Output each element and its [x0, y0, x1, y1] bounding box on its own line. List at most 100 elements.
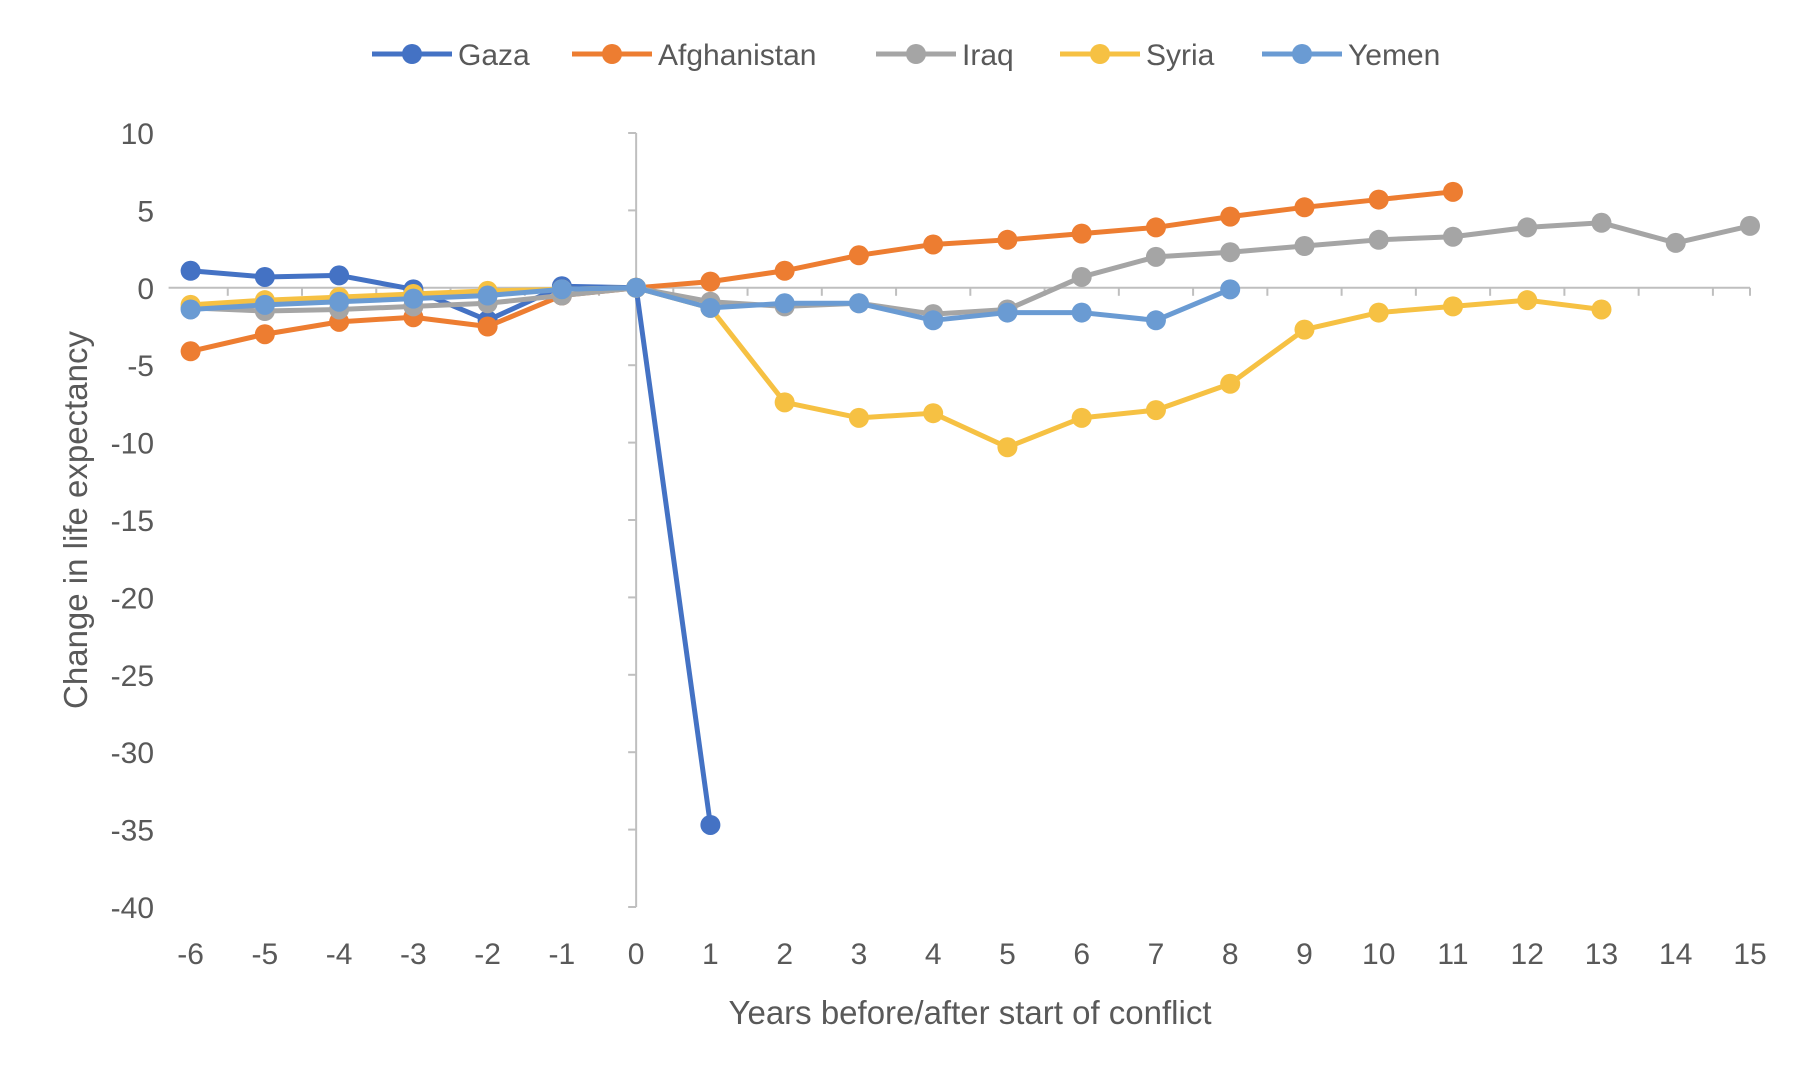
data-point [626, 277, 647, 298]
data-point [180, 299, 201, 320]
data-point [1071, 266, 1092, 287]
data-point [774, 260, 795, 281]
y-tick-label: 0 [137, 273, 154, 306]
legend-label: Iraq [962, 39, 1014, 72]
data-point [1071, 302, 1092, 323]
data-point [1517, 290, 1538, 311]
legend-label: Afghanistan [658, 39, 816, 72]
y-tick-label: -35 [111, 815, 154, 848]
data-point [774, 293, 795, 314]
legend-label: Syria [1146, 39, 1215, 72]
legend-label: Gaza [458, 39, 530, 72]
data-point [1442, 181, 1463, 202]
series-afghanistan [180, 181, 1463, 362]
x-tick-label: -2 [474, 938, 501, 971]
legend-swatch-marker [1292, 44, 1312, 64]
legend-item-syria: Syria [1060, 39, 1215, 72]
data-point [848, 245, 869, 266]
x-tick-label: 6 [1073, 938, 1090, 971]
data-point [1442, 226, 1463, 247]
series-line [190, 220, 1751, 317]
y-tick-label: 10 [121, 118, 154, 151]
x-tick-label: 1 [702, 938, 719, 971]
legend-item-afghanistan: Afghanistan [572, 39, 816, 72]
data-point [1294, 236, 1315, 257]
data-point [1071, 407, 1092, 428]
legend-swatch-marker [402, 44, 422, 64]
data-point [1368, 229, 1389, 250]
legend-swatch-marker [1090, 44, 1110, 64]
x-tick-label: 0 [628, 938, 645, 971]
x-tick-label: 7 [1148, 938, 1165, 971]
y-tick-label: 5 [137, 195, 154, 228]
x-tick-label: 10 [1362, 938, 1395, 971]
x-tick-label: 3 [851, 938, 868, 971]
series-line [190, 189, 1454, 354]
data-point [403, 288, 424, 309]
y-tick-label: -25 [111, 660, 154, 693]
data-point [1368, 189, 1389, 210]
y-tick-label: -5 [127, 350, 154, 383]
data-point [1220, 373, 1241, 394]
legend: Gaza Afghanistan Iraq Syria Yemen [372, 39, 1440, 72]
x-tick-label: 4 [925, 938, 942, 971]
y-tick-label: -20 [111, 582, 154, 615]
data-point [1220, 206, 1241, 227]
series-group [180, 181, 1760, 835]
y-tick-label: -40 [111, 892, 154, 925]
data-point [774, 392, 795, 413]
x-tick-label: 15 [1733, 938, 1766, 971]
y-axis-title: Change in life expectancy [57, 331, 94, 709]
data-point [254, 266, 275, 287]
x-tick-label: -3 [400, 938, 427, 971]
data-point [997, 437, 1018, 458]
data-point [700, 814, 721, 835]
x-tick-label: -1 [549, 938, 576, 971]
series-line [190, 268, 713, 826]
data-point [1145, 246, 1166, 267]
data-point [848, 407, 869, 428]
series-line [190, 285, 1602, 450]
data-point [923, 234, 944, 255]
y-tick-label: -15 [111, 505, 154, 538]
data-point [551, 279, 572, 300]
data-point [923, 403, 944, 424]
data-point [1517, 217, 1538, 238]
x-tick-label: 12 [1511, 938, 1544, 971]
x-tick-label: 14 [1659, 938, 1692, 971]
data-point [1145, 400, 1166, 421]
data-point [700, 271, 721, 292]
legend-item-gaza: Gaza [372, 39, 530, 72]
data-point [329, 291, 350, 312]
x-tick-label: -6 [177, 938, 204, 971]
x-tick-label: 8 [1222, 938, 1239, 971]
x-tick-label: 13 [1585, 938, 1618, 971]
series-yemen [180, 277, 1241, 331]
y-tick-label: -30 [111, 737, 154, 770]
data-point [1740, 215, 1760, 236]
data-point [329, 265, 350, 286]
legend-item-iraq: Iraq [876, 39, 1014, 72]
series-gaza [180, 260, 721, 835]
x-tick-label: 2 [776, 938, 793, 971]
data-point [700, 297, 721, 318]
data-point [1368, 302, 1389, 323]
data-point [1591, 212, 1612, 233]
x-tick-label: 11 [1437, 938, 1468, 971]
x-tick-label: 5 [999, 938, 1016, 971]
data-point [477, 316, 498, 337]
data-point [1591, 299, 1612, 320]
x-tick-label: -5 [252, 938, 279, 971]
data-point [477, 285, 498, 306]
data-point [1220, 242, 1241, 263]
data-point [997, 229, 1018, 250]
legend-item-yemen: Yemen [1262, 39, 1440, 72]
legend-label: Yemen [1348, 39, 1440, 72]
data-point [1665, 232, 1686, 253]
legend-swatch-marker [602, 44, 622, 64]
data-point [1220, 279, 1241, 300]
data-point [180, 260, 201, 281]
x-axis-title: Years before/after start of conflict [728, 994, 1211, 1031]
data-point [997, 302, 1018, 323]
